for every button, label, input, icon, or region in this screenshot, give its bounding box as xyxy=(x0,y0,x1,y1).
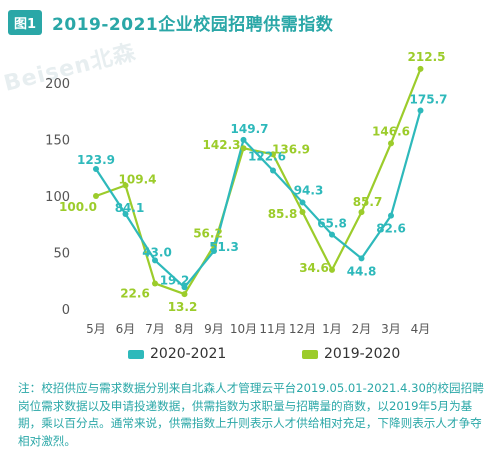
data-point-b xyxy=(240,145,247,152)
data-label-a: 44.8 xyxy=(347,264,377,278)
y-tick-label: 50 xyxy=(53,247,70,262)
data-point-a xyxy=(240,136,247,143)
data-label-a: 175.7 xyxy=(410,92,448,106)
y-tick-label: 0 xyxy=(62,303,70,318)
data-point-a xyxy=(329,231,335,238)
legend-label-series-a: 2020-2021 xyxy=(150,346,227,362)
x-tick-label: 10月 xyxy=(230,322,257,336)
figure-tag: 图1 xyxy=(8,9,43,35)
footnote: 注：校招供应与需求数据分别来自北森人才管理云平台2019.05.01-2021.… xyxy=(18,381,484,448)
y-tick-label: 200 xyxy=(45,77,70,92)
x-tick-label: 6月 xyxy=(116,322,136,336)
legend-swatch-series-a xyxy=(128,349,144,359)
chart-title: 2019-2021企业校园招聘供需指数 xyxy=(52,14,334,35)
data-point-a xyxy=(358,255,365,262)
data-label-b: 85.8 xyxy=(268,207,298,221)
data-point-a xyxy=(417,107,424,114)
x-tick-label: 8月 xyxy=(175,322,195,336)
data-label-a: 123.9 xyxy=(77,153,115,167)
data-point-b xyxy=(181,291,188,298)
data-point-a xyxy=(152,257,158,264)
data-point-b xyxy=(329,266,335,273)
data-label-a: 43.0 xyxy=(142,245,172,259)
data-label-a: 51.3 xyxy=(209,240,239,254)
x-tick-label: 7月 xyxy=(145,322,165,336)
x-tick-label: 9月 xyxy=(204,322,224,336)
x-tick-label: 11月 xyxy=(259,322,286,336)
data-point-b xyxy=(211,242,217,249)
data-label-b: 100.0 xyxy=(59,200,97,214)
data-point-b xyxy=(270,151,276,158)
data-label-b: 136.9 xyxy=(272,142,310,156)
data-point-b xyxy=(417,65,424,72)
data-label-a: 94.3 xyxy=(294,183,324,197)
legend-swatch-series-b xyxy=(302,349,318,359)
data-point-a xyxy=(181,284,188,291)
data-label-a: 149.7 xyxy=(231,122,269,136)
data-label-a: 19.2 xyxy=(160,273,190,287)
x-tick-label: 2月 xyxy=(352,322,372,336)
x-tick-label: 1月 xyxy=(322,322,342,336)
data-point-b xyxy=(122,182,129,189)
data-label-b: 109.4 xyxy=(119,172,157,186)
title-row: 图1 2019-2021企业校园招聘供需指数 xyxy=(8,6,333,38)
series-line-b xyxy=(95,68,422,296)
data-label-a: 82.6 xyxy=(376,222,406,236)
legend-label-series-b: 2019-2020 xyxy=(324,346,401,362)
series-line-a xyxy=(95,110,422,289)
data-point-a xyxy=(270,167,276,174)
data-label-a: 122.6 xyxy=(248,149,286,163)
data-point-b xyxy=(152,280,158,287)
data-label-b: 212.5 xyxy=(408,50,446,64)
x-tick-label: 12月 xyxy=(289,322,316,336)
data-point-b xyxy=(358,209,365,216)
data-label-b: 146.6 xyxy=(372,124,410,138)
legend-item-series-b: 2019-2020 xyxy=(302,346,400,362)
data-label-b: 85.7 xyxy=(353,195,383,209)
data-point-b xyxy=(93,193,99,199)
data-point-a xyxy=(122,210,129,217)
data-point-a xyxy=(93,165,99,172)
x-tick-label: 5月 xyxy=(86,322,106,336)
y-tick-label: 100 xyxy=(45,190,70,205)
data-point-b xyxy=(299,209,306,216)
chart: 0 50 100 150 200 5月 6月 7月 8月 9月 10月 11月 12月 1月 2月 3月 4月 1… xyxy=(45,50,448,336)
data-label-b: 13.2 xyxy=(168,300,198,314)
data-point-a xyxy=(388,212,394,219)
data-label-b: 22.6 xyxy=(120,286,150,300)
x-tick-label: 3月 xyxy=(381,322,401,336)
legend-item-series-a: 2020-2021 xyxy=(128,346,226,362)
data-point-a xyxy=(211,248,217,255)
data-label-a: 65.8 xyxy=(317,217,347,231)
data-label-b: 34.6 xyxy=(299,261,329,275)
legend: 2020-2021 2019-2020 xyxy=(0,340,500,364)
data-label-b: 56.2 xyxy=(193,226,223,240)
data-point-b xyxy=(388,140,394,147)
x-tick-label: 4月 xyxy=(411,322,431,336)
data-label-a: 84.1 xyxy=(115,201,145,215)
data-label-b: 142.3 xyxy=(203,138,241,152)
data-point-a xyxy=(299,199,306,206)
y-tick-label: 150 xyxy=(45,134,70,149)
